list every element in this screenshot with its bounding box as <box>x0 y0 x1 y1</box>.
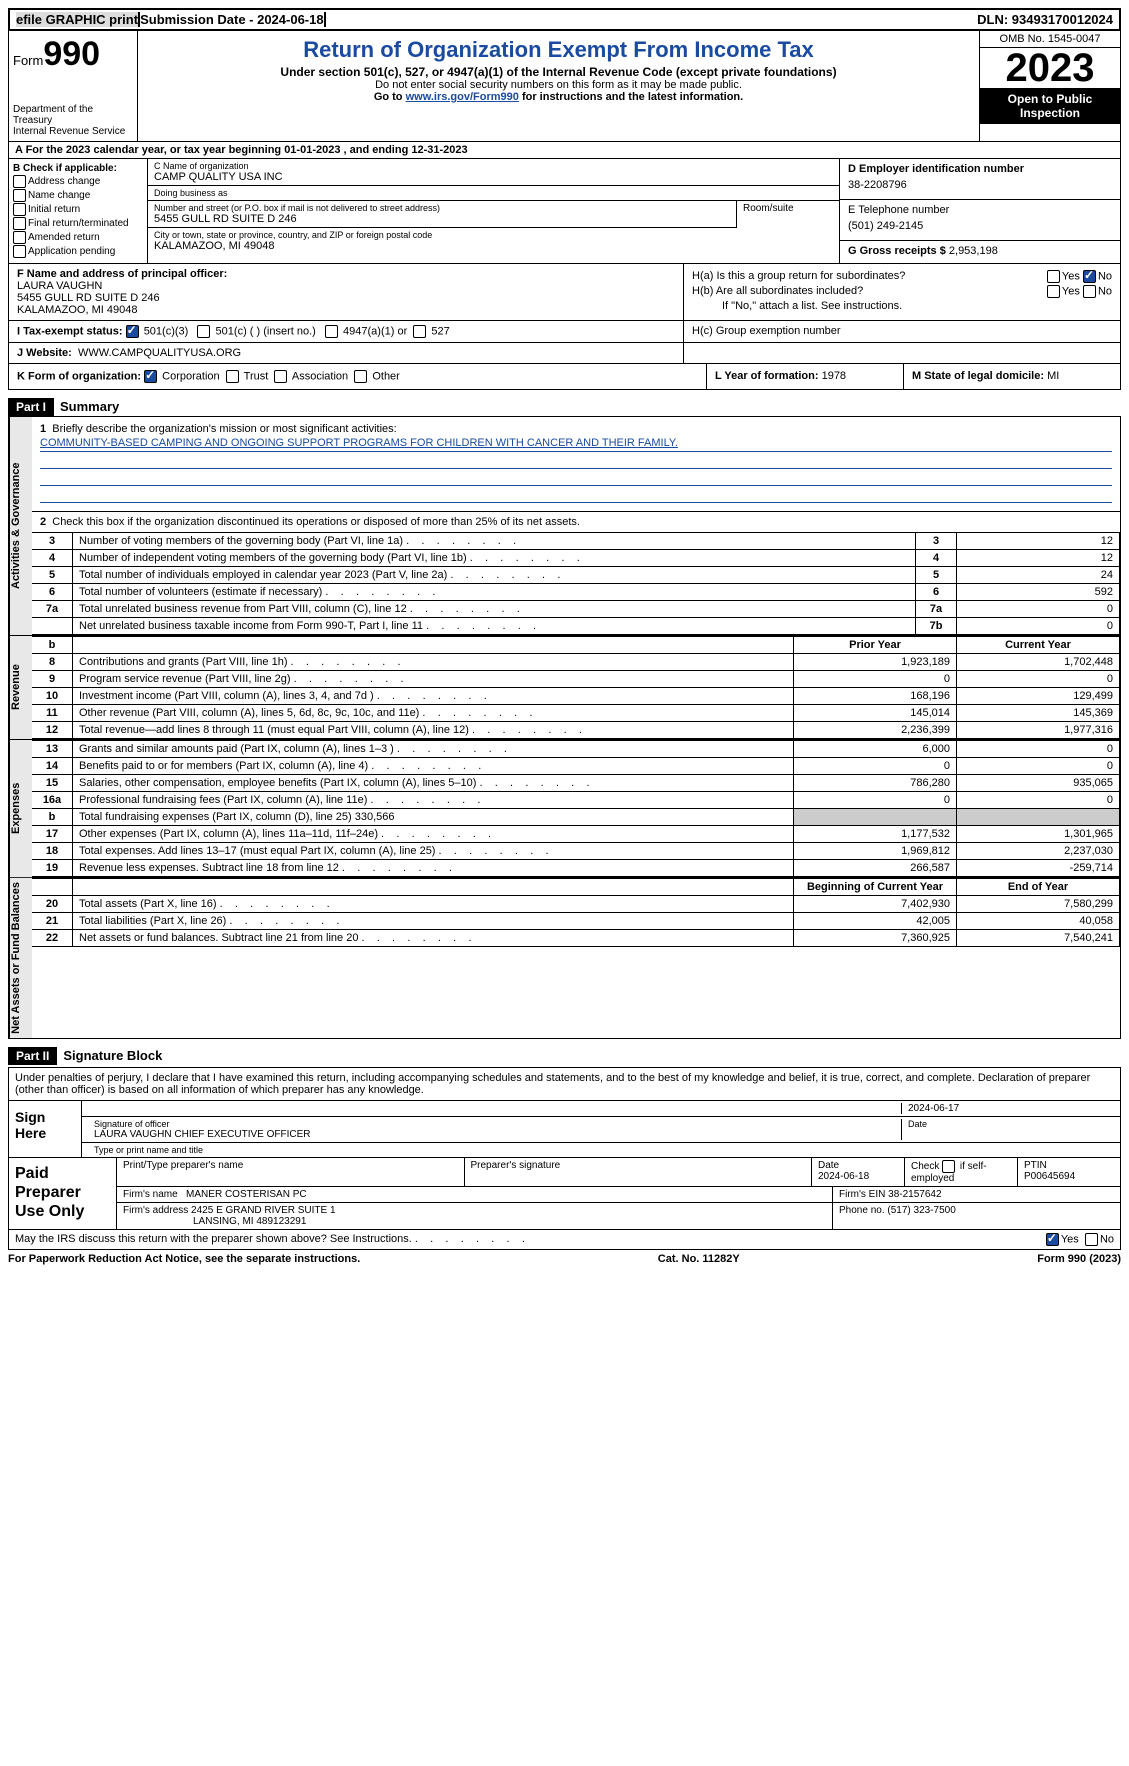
firm-addr1: 2425 E GRAND RIVER SUITE 1 <box>191 1205 336 1216</box>
dba-field: Doing business as <box>148 186 839 201</box>
side-revenue: Revenue <box>9 636 32 739</box>
side-expenses: Expenses <box>9 740 32 877</box>
city-field: City or town, state or province, country… <box>148 228 839 254</box>
firm-ein: 38-2157642 <box>888 1189 941 1200</box>
chk-amended-return[interactable]: Amended return <box>13 231 143 244</box>
discuss-row: May the IRS discuss this return with the… <box>8 1230 1121 1250</box>
website-value: WWW.CAMPQUALITYUSA.ORG <box>78 347 241 359</box>
h-c-row: H(c) Group exemption number <box>684 321 1120 342</box>
form-subtitle: Under section 501(c), 527, or 4947(a)(1)… <box>142 65 975 79</box>
sig-date: 2024-06-17 <box>902 1103 1114 1114</box>
governance-table: 3Number of voting members of the governi… <box>32 532 1120 635</box>
gross-receipts-field: G Gross receipts $ 2,953,198 <box>840 241 1120 261</box>
ein-field: D Employer identification number 38-2208… <box>840 159 1120 200</box>
firm-phone: (517) 323-7500 <box>887 1205 955 1216</box>
chk-name-change[interactable]: Name change <box>13 189 143 202</box>
box-a-tax-year: A For the 2023 calendar year, or tax yea… <box>8 142 1121 159</box>
h-a-no-checked <box>1083 270 1096 283</box>
signature-block: Under penalties of perjury, I declare th… <box>8 1067 1121 1158</box>
irs-link[interactable]: www.irs.gov/Form990 <box>406 91 519 103</box>
website-row: J Website: WWW.CAMPQUALITYUSA.ORG <box>8 343 1121 364</box>
side-governance: Activities & Governance <box>9 417 32 635</box>
officer-signature: LAURA VAUGHN CHIEF EXECUTIVE OFFICER <box>94 1129 895 1140</box>
street-field: Number and street (or P.O. box if mail i… <box>148 201 737 228</box>
h-b-note: If "No," attach a list. See instructions… <box>692 300 1112 312</box>
self-employed-check[interactable]: Check if self-employed <box>905 1158 1018 1186</box>
preparer-block: Paid Preparer Use Only Print/Type prepar… <box>8 1158 1121 1230</box>
officer-group-block: F Name and address of principal officer:… <box>8 264 1121 321</box>
officer-name: LAURA VAUGHN <box>17 280 675 292</box>
goto-note: Go to www.irs.gov/Form990 for instructio… <box>142 91 975 103</box>
cat-no: Cat. No. 11282Y <box>658 1253 740 1265</box>
chk-final-return[interactable]: Final return/terminated <box>13 217 143 230</box>
perjury-declaration: Under penalties of perjury, I declare th… <box>9 1068 1120 1101</box>
paperwork-notice: For Paperwork Reduction Act Notice, see … <box>8 1253 360 1265</box>
ssn-note: Do not enter social security numbers on … <box>142 79 975 91</box>
governance-section: Activities & Governance 1 Briefly descri… <box>8 416 1121 636</box>
dln: DLN: 93493170012024 <box>971 10 1119 29</box>
phone-field: E Telephone number (501) 249-2145 <box>840 200 1120 241</box>
net-assets-table: Beginning of Current YearEnd of Year20To… <box>32 878 1120 947</box>
officer-addr2: KALAMAZOO, MI 49048 <box>17 304 675 316</box>
tax-exempt-row: I Tax-exempt status: 501(c)(3) 501(c) ( … <box>8 321 1121 343</box>
room-field: Room/suite <box>737 201 839 228</box>
firm-name: MANER COSTERISAN PC <box>186 1189 307 1200</box>
chk-address-change[interactable]: Address change <box>13 175 143 188</box>
dept-treasury: Department of the Treasury Internal Reve… <box>13 104 133 137</box>
submission-date: Submission Date - 2024-06-18 <box>140 12 326 27</box>
revenue-section: Revenue bPrior YearCurrent Year8Contribu… <box>8 636 1121 740</box>
box-b-checkboxes: B Check if applicable: Address change Na… <box>9 159 148 263</box>
revenue-table: bPrior YearCurrent Year8Contributions an… <box>32 636 1120 739</box>
chk-corporation <box>144 370 157 383</box>
identity-block: B Check if applicable: Address change Na… <box>8 159 1121 264</box>
h-a-row: H(a) Is this a group return for subordin… <box>692 270 1112 283</box>
prep-date: 2024-06-18 <box>818 1171 869 1182</box>
ptin: P00645694 <box>1024 1171 1075 1182</box>
net-assets-section: Net Assets or Fund Balances Beginning of… <box>8 878 1121 1039</box>
open-public: Open to Public Inspection <box>980 88 1120 124</box>
form-number: Form990 <box>13 35 133 74</box>
form-of-org-row: K Form of organization: Corporation Trus… <box>8 364 1121 390</box>
side-net-assets: Net Assets or Fund Balances <box>9 878 32 1038</box>
chk-application-pending[interactable]: Application pending <box>13 245 143 258</box>
chk-501c3 <box>126 325 139 338</box>
org-name-field: C Name of organization CAMP QUALITY USA … <box>148 159 839 186</box>
form-ref: Form 990 (2023) <box>1037 1253 1121 1265</box>
officer-addr1: 5455 GULL RD SUITE D 246 <box>17 292 675 304</box>
footer: For Paperwork Reduction Act Notice, see … <box>8 1250 1121 1268</box>
part1-header: Part ISummary <box>8 390 1121 416</box>
tax-year: 2023 <box>980 48 1120 88</box>
discuss-yes-checked <box>1046 1233 1059 1246</box>
efile-print-button[interactable]: efile GRAPHIC print <box>16 12 140 27</box>
expenses-section: Expenses 13Grants and similar amounts pa… <box>8 740 1121 878</box>
top-bar: efile GRAPHIC print Submission Date - 20… <box>8 8 1121 31</box>
mission-text: COMMUNITY-BASED CAMPING AND ONGOING SUPP… <box>40 437 1112 452</box>
sign-here-label: Sign Here <box>9 1101 82 1157</box>
chk-initial-return[interactable]: Initial return <box>13 203 143 216</box>
h-b-row: H(b) Are all subordinates included? Yes … <box>692 285 1112 298</box>
officer-label: F Name and address of principal officer: <box>17 268 675 280</box>
form-title: Return of Organization Exempt From Incom… <box>142 37 975 63</box>
firm-addr2: LANSING, MI 489123291 <box>123 1216 306 1227</box>
paid-preparer-label: Paid Preparer Use Only <box>9 1158 117 1229</box>
expenses-table: 13Grants and similar amounts paid (Part … <box>32 740 1120 877</box>
form-header: Form990 Department of the Treasury Inter… <box>8 31 1121 142</box>
line2: 2 Check this box if the organization dis… <box>32 512 1120 532</box>
mission-block: 1 Briefly describe the organization's mi… <box>32 417 1120 512</box>
part2-header: Part IISignature Block <box>8 1039 1121 1065</box>
